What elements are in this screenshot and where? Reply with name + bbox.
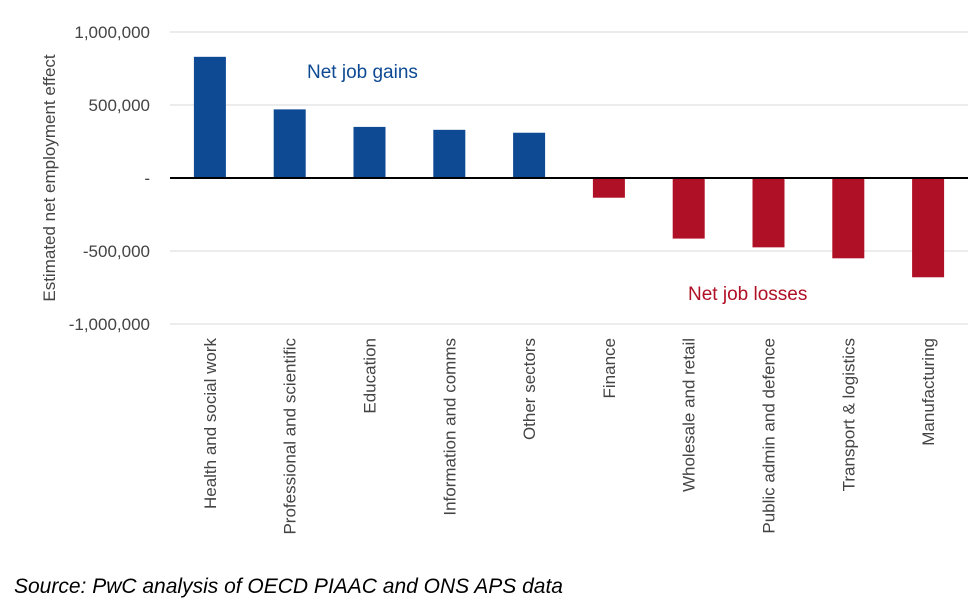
x-tick-label: Manufacturing [919,338,938,446]
x-tick-label: Professional and scientific [281,338,300,535]
y-axis-label: Estimated net employment effect [40,54,59,302]
bar [513,132,546,178]
x-tick-label: Wholesale and retail [680,338,699,492]
x-tick-label: Health and social work [201,338,220,510]
x-tick-label: Education [361,338,380,414]
y-tick-labels: 1,000,000 500,000 - -500,000 -1,000,000 [69,23,150,334]
bar [193,56,226,178]
x-tick-label: Information and comms [440,338,459,516]
bar [353,126,386,178]
net-job-losses-annotation: Net job losses [688,284,807,305]
bars [193,56,945,278]
x-tick-label: Other sectors [520,338,539,440]
y-tick-label: 1,000,000 [74,23,150,42]
x-tick-label: Finance [600,338,619,398]
y-tick-label: 500,000 [89,96,150,115]
x-tick-label: Public admin and defence [760,338,779,534]
y-tick-label: -500,000 [83,242,150,261]
bar [592,178,625,198]
bar-chart: 1,000,000 500,000 - -500,000 -1,000,000 Heal… [40,23,968,535]
x-tick-label: Transport & logistics [839,338,858,491]
y-tick-label: - [144,169,150,188]
bar [752,178,785,248]
bar [433,129,466,178]
bar [832,178,865,259]
bar [912,178,945,278]
gridlines [170,31,968,325]
bar [273,109,306,178]
y-tick-label: -1,000,000 [69,315,150,334]
source-note: Source: PwC analysis of OECD PIAAC and O… [14,575,563,598]
x-tick-labels: Health and social work Professional and s… [201,338,938,535]
bar [672,178,705,239]
net-job-gains-annotation: Net job gains [307,62,418,83]
